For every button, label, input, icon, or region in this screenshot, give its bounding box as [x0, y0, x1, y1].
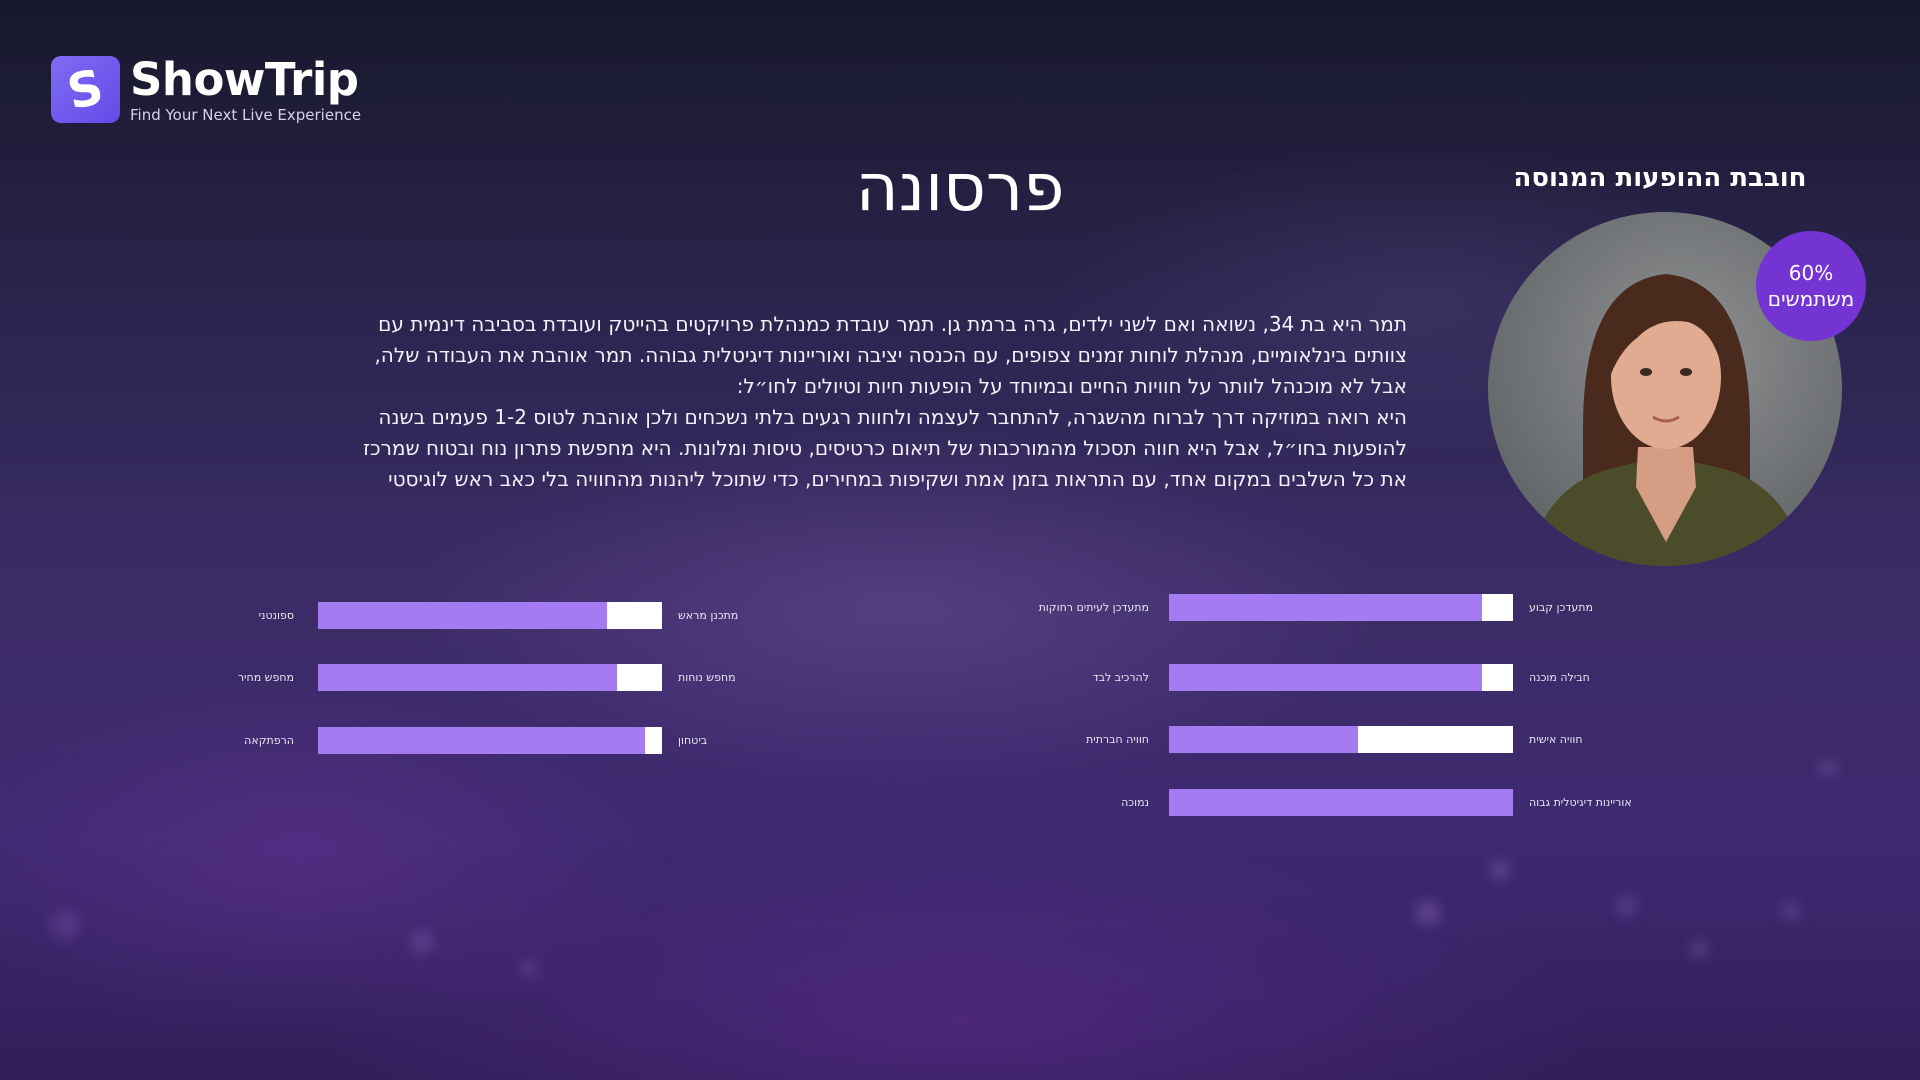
scale-label-left-end: מתעדכן לעיתים רחוקות [1038, 601, 1149, 614]
scale-label-right-end: חבילה מוכנה [1529, 671, 1590, 684]
scale-bar-track [318, 602, 662, 629]
brand-name: ShowTrip [130, 53, 359, 106]
page-title: פרסונה [855, 149, 1065, 226]
scale-label-right-end: מתכנן מראש [678, 609, 739, 622]
stat-label: משתמשים [1767, 287, 1855, 311]
scale-bar-fill [1169, 594, 1483, 621]
scale-label-right-end: מתעדכן קבוע [1529, 601, 1593, 614]
scale-label-left-end: ספונטני [258, 609, 294, 622]
scale-label-right-end: ביטחון [678, 734, 708, 747]
scale-label-right-end: מחפש נוחות [678, 671, 736, 684]
persona-description: תמר היא בת 34, נשואה ואם לשני ילדים, גרה… [345, 309, 1407, 495]
description-line: את כל השלבים במקום אחד, עם התראות בזמן א… [388, 467, 1407, 491]
usage-stat-badge: 60% משתמשים [1756, 231, 1866, 341]
logo-text: ShowTrip Find Your Next Live Experience [130, 53, 362, 125]
background-light [410, 930, 434, 954]
background-light [520, 960, 538, 978]
background-light [1415, 900, 1441, 926]
scale-label-left-end: חוויה חברתית [1086, 733, 1149, 746]
description-line: אבל לא מוכנהל לוותר על חוויות החיים ובמי… [736, 374, 1407, 398]
background-light [1690, 940, 1708, 958]
scale-label-left-end: נמוכה [1121, 796, 1149, 809]
scale-label-left-end: מחפש מחיר [237, 671, 294, 684]
description-line: היא רואה במוזיקה דרך לברוח מהשגרה, להתחב… [378, 405, 1407, 429]
scale-label-left-end: להרכיב לבד [1092, 671, 1149, 684]
background-light [1780, 900, 1802, 922]
description-line: צוותים בינלאומיים, מנהלת לוחות זמנים צפו… [374, 343, 1407, 367]
logo-icon: S [51, 56, 120, 123]
stat-value: 60% [1788, 261, 1834, 285]
background-light [50, 910, 80, 940]
background-light [1490, 860, 1510, 880]
scale-bar-track [1169, 664, 1513, 691]
persona-title: חובבת ההופעות המנוסה [1513, 163, 1807, 193]
scale-bar-fill [1169, 726, 1359, 753]
description-line: תמר היא בת 34, נשואה ואם לשני ילדים, גרה… [378, 312, 1407, 336]
scale-bar-track [318, 664, 662, 691]
scale-bar-track [1169, 594, 1513, 621]
description-line: להופעות בחו״ל, אבל היא חווה תסכול מהמורכ… [363, 436, 1407, 460]
brand-tagline: Find Your Next Live Experience [130, 106, 362, 124]
persona-photo [1528, 274, 1806, 566]
scale-bar-fill [318, 602, 607, 629]
scale-bar-track [1169, 726, 1513, 753]
scale-bar-fill [318, 664, 618, 691]
scale-bar-fill [318, 727, 645, 754]
background-light [1615, 895, 1637, 917]
scale-bar-track [1169, 789, 1513, 816]
brand-logo[interactable]: S ShowTrip Find Your Next Live Experienc… [51, 55, 361, 124]
background-light [1820, 760, 1836, 776]
scale-label-right-end: חוויה אישית [1529, 733, 1583, 746]
logo-glyph: S [62, 58, 109, 121]
scale-label-left-end: הרפתקאה [244, 734, 294, 747]
scale-label-right-end: אוריינות דיגיטלית גבוה [1529, 796, 1632, 809]
scale-bar-fill [1169, 789, 1513, 816]
scale-bar-fill [1169, 664, 1483, 691]
scale-bar-track [318, 727, 662, 754]
